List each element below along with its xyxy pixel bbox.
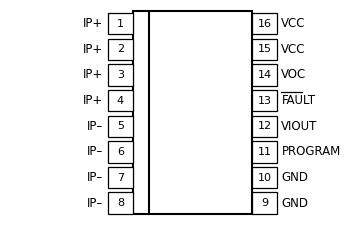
Bar	[108, 13, 133, 34]
Text: 8: 8	[117, 198, 124, 208]
Bar	[108, 64, 133, 86]
Text: IP–: IP–	[88, 145, 104, 158]
Bar	[252, 141, 277, 162]
Text: VCC: VCC	[281, 43, 306, 56]
Bar	[108, 116, 133, 137]
Text: 9: 9	[261, 198, 268, 208]
Text: IP+: IP+	[83, 68, 104, 81]
Text: 1: 1	[117, 19, 124, 29]
Text: 14: 14	[258, 70, 272, 80]
Text: IP–: IP–	[88, 171, 104, 184]
Text: 6: 6	[117, 147, 124, 157]
Text: IP–: IP–	[88, 197, 104, 210]
Text: FAULT: FAULT	[281, 94, 316, 107]
Text: IP–: IP–	[88, 120, 104, 133]
Text: GND: GND	[281, 171, 308, 184]
Text: 4: 4	[117, 96, 124, 106]
Text: 11: 11	[258, 147, 272, 157]
Bar	[108, 193, 133, 214]
Bar	[252, 193, 277, 214]
Text: IP+: IP+	[83, 43, 104, 56]
Text: 5: 5	[117, 121, 124, 131]
Bar	[252, 38, 277, 60]
Text: 13: 13	[258, 96, 272, 106]
Text: IP+: IP+	[83, 94, 104, 107]
Bar	[108, 167, 133, 188]
Bar	[252, 90, 277, 111]
Text: 16: 16	[258, 19, 272, 29]
Bar	[133, 11, 252, 214]
Text: 3: 3	[117, 70, 124, 80]
Text: 12: 12	[258, 121, 272, 131]
Bar	[252, 116, 277, 137]
Text: PROGRAM: PROGRAM	[281, 145, 341, 158]
Bar	[108, 38, 133, 60]
Text: VCC: VCC	[281, 17, 306, 30]
Bar	[252, 64, 277, 86]
Bar	[252, 13, 277, 34]
Text: 2: 2	[117, 44, 124, 54]
Text: 10: 10	[258, 173, 272, 182]
Text: 7: 7	[117, 173, 124, 182]
Bar	[252, 167, 277, 188]
Text: GND: GND	[281, 197, 308, 210]
Text: 15: 15	[258, 44, 272, 54]
Bar	[108, 141, 133, 162]
Text: IP+: IP+	[83, 17, 104, 30]
Bar	[108, 90, 133, 111]
Text: VOC: VOC	[281, 68, 307, 81]
Text: VIOUT: VIOUT	[281, 120, 318, 133]
